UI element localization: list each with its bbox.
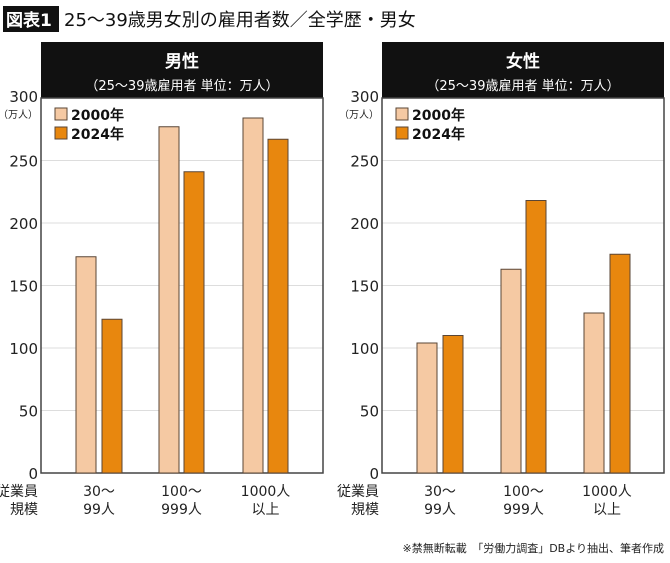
figure-title: 25〜39歳男女別の雇用者数／全学歴・男女 <box>64 10 416 31</box>
source-note: ※禁無断転載 「労働力調査」DBより抽出、筆者作成 <box>402 541 664 555</box>
legend-swatch <box>54 107 68 121</box>
x-tick-label: 以上 <box>252 502 280 518</box>
plot-frame <box>40 97 324 474</box>
chart-panel-0: 男性 （25〜39歳雇用者 単位：万人） 0 50 100 150 200 250 300 （万人… <box>0 42 324 518</box>
x-axis-label: 規模 <box>10 502 38 518</box>
y-tick-label: 150 <box>350 278 379 296</box>
panel-subtitle: （25〜39歳雇用者 単位：万人） <box>85 78 278 94</box>
bar-2000-0 <box>75 256 97 474</box>
y-tick-label: 50 <box>19 403 38 421</box>
bar-2024-1 <box>183 171 205 474</box>
y-tick-label: 0 <box>369 465 379 483</box>
y-tick-label: 300 <box>350 88 379 106</box>
y-tick-label: 250 <box>350 153 379 171</box>
y-tick-label: 50 <box>360 403 379 421</box>
x-tick-label: 99人 <box>83 502 115 518</box>
x-axis-label: 従業員 <box>337 484 379 500</box>
bar-2024-2 <box>267 138 289 474</box>
x-tick-label: 30〜 <box>83 484 115 500</box>
legend-label: 2000年 <box>71 107 124 124</box>
bar-2024-1 <box>525 200 547 474</box>
panel-subtitle: （25〜39歳雇用者 単位：万人） <box>426 78 619 94</box>
x-tick-label: 1000人 <box>582 484 632 500</box>
y-tick-label: 200 <box>9 215 38 233</box>
x-tick-label: 99人 <box>424 502 456 518</box>
panel-title: 男性 <box>165 51 199 72</box>
legend-label: 2000年 <box>412 107 465 124</box>
bar-2000-1 <box>500 268 522 474</box>
bar-2000-2 <box>242 117 264 474</box>
x-tick-label: 999人 <box>503 502 544 518</box>
y-tick-label: 250 <box>9 153 38 171</box>
x-axis-label: 従業員 <box>0 484 38 500</box>
x-tick-label: 999人 <box>161 502 202 518</box>
y-axis-unit: （万人） <box>0 109 38 121</box>
panel-title: 女性 <box>506 51 540 72</box>
legend-swatch <box>395 107 409 121</box>
plot-frame <box>381 97 665 474</box>
bar-2000-0 <box>416 342 438 474</box>
x-tick-label: 100〜 <box>161 484 202 500</box>
y-tick-label: 150 <box>9 278 38 296</box>
bar-2024-0 <box>442 335 464 474</box>
x-tick-label: 100〜 <box>503 484 544 500</box>
figure-label-bg <box>3 6 59 32</box>
y-tick-label: 0 <box>28 465 38 483</box>
x-axis-label: 規模 <box>351 502 379 518</box>
bar-2000-1 <box>158 126 180 474</box>
panel-header <box>41 42 323 98</box>
bar-2024-0 <box>101 318 123 474</box>
y-tick-label: 100 <box>350 340 379 358</box>
y-tick-label: 100 <box>9 340 38 358</box>
x-tick-label: 30〜 <box>424 484 456 500</box>
legend-label: 2024年 <box>71 126 124 143</box>
legend-label: 2024年 <box>412 126 465 143</box>
legend-swatch <box>395 126 409 140</box>
y-axis-unit: （万人） <box>339 109 379 121</box>
y-tick-label: 300 <box>9 88 38 106</box>
panel-header <box>382 42 664 98</box>
bar-2024-2 <box>609 253 631 474</box>
legend-swatch <box>54 126 68 140</box>
figure-label: 図表1 <box>6 10 52 31</box>
x-tick-label: 1000人 <box>241 484 291 500</box>
bar-2000-2 <box>583 312 605 474</box>
x-tick-label: 以上 <box>593 502 621 518</box>
y-tick-label: 200 <box>350 215 379 233</box>
chart-panel-1: 女性 （25〜39歳雇用者 単位：万人） 0 50 100 150 200 250 300 （万人… <box>337 42 665 518</box>
